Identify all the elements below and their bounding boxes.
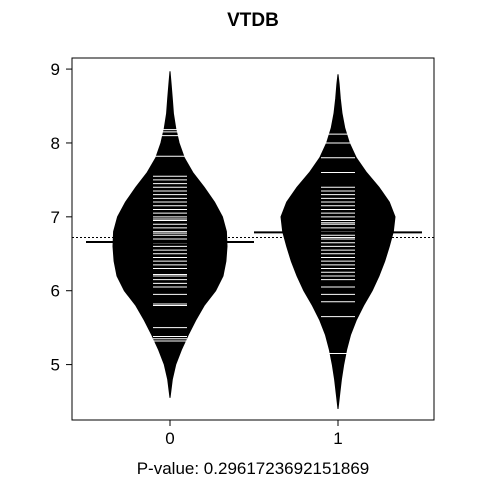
x-tick-label: 1 bbox=[333, 429, 342, 448]
y-tick-label: 7 bbox=[51, 208, 60, 227]
x-axis-label: P-value: 0.296172369215186​9 bbox=[137, 459, 370, 478]
bean-1 bbox=[254, 74, 422, 409]
y-tick-label: 9 bbox=[51, 60, 60, 79]
bean-density-shape bbox=[280, 74, 396, 409]
chart-title: VTDB bbox=[227, 10, 279, 31]
plot-frame bbox=[71, 57, 435, 421]
bean-0 bbox=[86, 71, 254, 398]
axes-layer: 0 1 5 6 7 8 9 bbox=[51, 57, 435, 448]
y-tick-label: 8 bbox=[51, 134, 60, 153]
x-tick-label: 0 bbox=[165, 429, 174, 448]
y-tick-label: 5 bbox=[51, 356, 60, 375]
beans-layer bbox=[72, 71, 434, 409]
y-tick-label: 6 bbox=[51, 282, 60, 301]
bean-density-shape bbox=[112, 71, 228, 398]
